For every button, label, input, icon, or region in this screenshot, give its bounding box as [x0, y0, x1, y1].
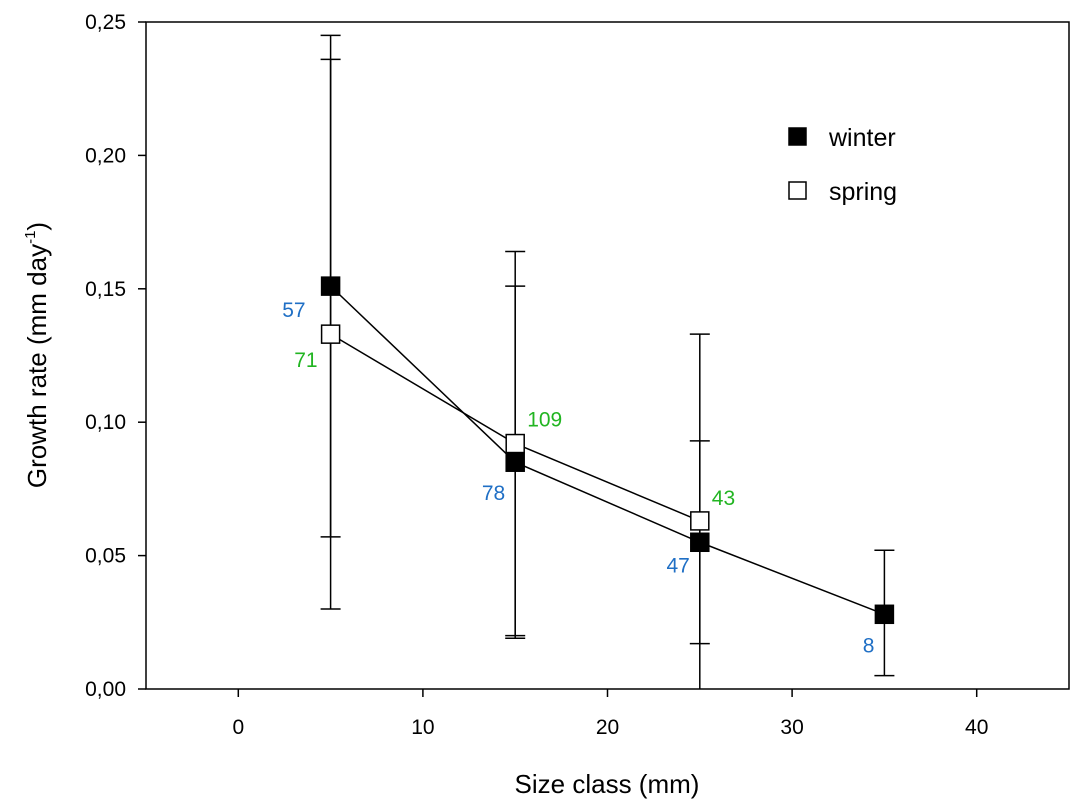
legend-winter-label: winter [828, 124, 896, 152]
markers-spring: 71 109 43 [294, 324, 735, 531]
series-line-winter [330, 285, 885, 615]
legend-winter-marker [788, 127, 807, 146]
data-point-spring [505, 433, 525, 454]
plot-frame [145, 21, 1070, 690]
y-tick-label: 0,15 [85, 278, 126, 301]
legend: winter spring [788, 124, 897, 206]
y-tick-label: 0,20 [85, 144, 126, 167]
series-winter [320, 34, 895, 689]
markers-winter: 57 78 47 8 [282, 276, 895, 657]
sample-size-label-spring: 71 [294, 349, 317, 372]
x-tick-label: 30 [780, 716, 803, 739]
y-tick-label: 0,00 [85, 678, 126, 701]
y-tick-label: 0,25 [85, 11, 126, 34]
series-layer: 57 78 47 8 71 109 43 [282, 34, 895, 689]
y-axis-label-superscript: -1 [22, 231, 39, 244]
data-point-winter [874, 604, 895, 625]
series-spring [320, 58, 710, 645]
y-axis-label-close: ) [22, 222, 52, 231]
legend-spring-marker [788, 181, 807, 200]
sample-size-label-winter: 8 [863, 634, 875, 657]
sample-size-label-winter: 57 [282, 299, 305, 322]
data-point-spring [320, 324, 341, 344]
sample-size-label-spring: 109 [527, 409, 562, 432]
x-tick-label: 0 [232, 716, 244, 739]
sample-size-label-winter: 47 [666, 554, 689, 577]
y-tick-label: 0,10 [85, 411, 126, 434]
y-axis: 0,00 0,05 0,10 0,15 0,20 0,25 [85, 11, 146, 701]
data-point-winter [320, 276, 341, 296]
y-tick-label: 0,05 [85, 545, 126, 568]
x-tick-label: 20 [596, 716, 619, 739]
y-axis-label: Growth rate (mm day-1) [22, 222, 52, 488]
legend-spring-label: spring [829, 178, 897, 206]
data-point-winter [690, 532, 710, 553]
data-point-spring [690, 511, 710, 531]
x-axis-label: Size class (mm) [515, 769, 700, 799]
sample-size-label-winter: 78 [482, 482, 505, 505]
data-point-winter [505, 452, 525, 472]
x-tick-label: 40 [965, 716, 988, 739]
x-axis: 0 10 20 30 40 [232, 689, 988, 739]
y-axis-label-main: Growth rate (mm day [22, 244, 52, 488]
sample-size-label-spring: 43 [712, 487, 735, 510]
x-tick-label: 10 [411, 716, 434, 739]
